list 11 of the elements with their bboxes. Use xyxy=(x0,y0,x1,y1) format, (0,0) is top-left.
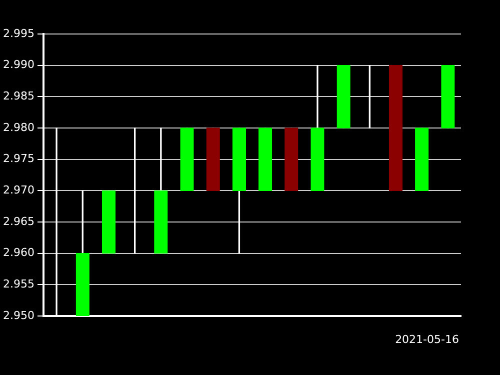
text: 2021-05-16 xyxy=(395,333,459,346)
y-tick-label: 2.965 xyxy=(2,214,34,228)
y-tick-label: 2.975 xyxy=(2,152,34,166)
y-tick-label: 2.980 xyxy=(2,120,34,134)
y-tick-label: 2.995 xyxy=(2,26,34,40)
y-tick-label: 2.970 xyxy=(2,184,34,197)
y-tick-label: 2.960 xyxy=(2,246,34,260)
y-tick-label: 2.950 xyxy=(2,308,34,322)
y-tick-label: 2.990 xyxy=(2,58,34,72)
y-tick-label: 2.985 xyxy=(2,90,34,103)
y-tick-label: 2.955 xyxy=(2,278,34,291)
